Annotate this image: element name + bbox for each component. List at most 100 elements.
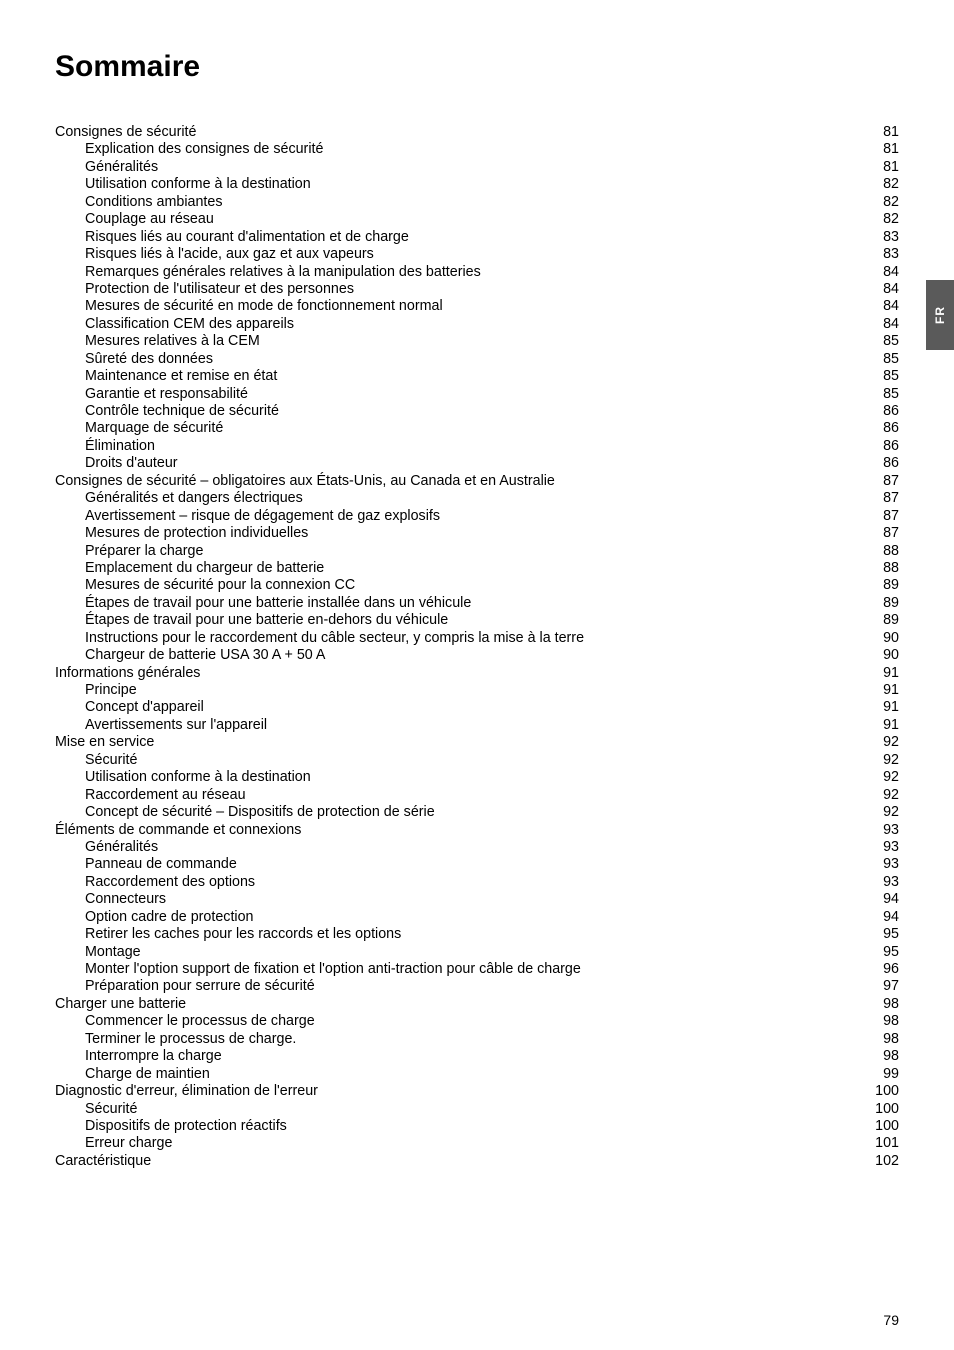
- toc-entry-label: Consignes de sécurité – obligatoires aux…: [55, 473, 555, 490]
- toc-row: Dispositifs de protection réactifs 100: [55, 1118, 899, 1135]
- toc-entry-page: 84: [861, 316, 899, 333]
- toc-entry-label: Mesures relatives à la CEM: [85, 333, 260, 350]
- toc-row: Risques liés au courant d'alimentation e…: [55, 229, 899, 246]
- toc-row: Connecteurs94: [55, 891, 899, 908]
- toc-entry-label: Instructions pour le raccordement du câb…: [85, 630, 584, 647]
- toc-row: Utilisation conforme à la destination 82: [55, 176, 899, 193]
- toc-entry-page: 88: [861, 560, 899, 577]
- toc-row: Protection de l'utilisateur et des perso…: [55, 281, 899, 298]
- toc-entry-label: Dispositifs de protection réactifs: [85, 1118, 287, 1135]
- toc-entry-label: Sécurité: [85, 1101, 137, 1118]
- toc-entry-label: Consignes de sécurité: [55, 124, 196, 141]
- toc-entry-label: Couplage au réseau: [85, 211, 214, 228]
- toc-entry-page: 96: [861, 961, 899, 978]
- toc-entry-page: 85: [861, 386, 899, 403]
- toc-entry-label: Marquage de sécurité: [85, 420, 223, 437]
- toc-entry-label: Charger une batterie: [55, 996, 186, 1013]
- toc-row: Emplacement du chargeur de batterie88: [55, 560, 899, 577]
- toc-entry-label: Explication des consignes de sécurité: [85, 141, 323, 158]
- toc-entry-page: 90: [861, 647, 899, 664]
- toc-entry-page: 89: [861, 577, 899, 594]
- toc-entry-label: Éléments de commande et connexions: [55, 822, 301, 839]
- toc-row: Consignes de sécurité – obligatoires aux…: [55, 473, 899, 490]
- toc-row: Généralités et dangers électriques 87: [55, 490, 899, 507]
- toc-entry-page: 100: [861, 1118, 899, 1135]
- toc-row: Caractéristique102: [55, 1153, 899, 1170]
- toc-entry-page: 92: [861, 804, 899, 821]
- toc-entry-label: Étapes de travail pour une batterie inst…: [85, 595, 471, 612]
- toc-row: Retirer les caches pour les raccords et …: [55, 926, 899, 943]
- toc-entry-page: 98: [861, 1013, 899, 1030]
- toc-row: Diagnostic d'erreur, élimination de l'er…: [55, 1083, 899, 1100]
- toc-entry-label: Préparation pour serrure de sécurité: [85, 978, 315, 995]
- toc-entry-label: Risques liés à l'acide, aux gaz et aux v…: [85, 246, 374, 263]
- toc-entry-page: 97: [861, 978, 899, 995]
- toc-row: Montage95: [55, 944, 899, 961]
- toc-entry-label: Avertissement – risque de dégagement de …: [85, 508, 440, 525]
- toc-entry-label: Utilisation conforme à la destination: [85, 769, 311, 786]
- toc-entry-page: 81: [861, 124, 899, 141]
- toc-row: Principe91: [55, 682, 899, 699]
- toc-row: Élimination 86: [55, 438, 899, 455]
- toc-entry-page: 82: [861, 176, 899, 193]
- toc-row: Éléments de commande et connexions 93: [55, 822, 899, 839]
- toc-entry-page: 87: [861, 490, 899, 507]
- toc-row: Risques liés à l'acide, aux gaz et aux v…: [55, 246, 899, 263]
- toc-row: Marquage de sécurité 86: [55, 420, 899, 437]
- toc-row: Maintenance et remise en état85: [55, 368, 899, 385]
- toc-entry-label: Généralités: [85, 839, 158, 856]
- toc-entry-page: 100: [861, 1101, 899, 1118]
- toc-entry-label: Raccordement des options: [85, 874, 255, 891]
- toc-entry-page: 89: [861, 612, 899, 629]
- toc-entry-label: Conditions ambiantes: [85, 194, 223, 211]
- toc-entry-page: 92: [861, 769, 899, 786]
- toc-entry-page: 82: [861, 211, 899, 228]
- toc-row: Mise en service92: [55, 734, 899, 751]
- toc-entry-page: 84: [861, 281, 899, 298]
- toc-entry-label: Commencer le processus de charge: [85, 1013, 315, 1030]
- toc-entry-page: 82: [861, 194, 899, 211]
- toc-entry-page: 86: [861, 438, 899, 455]
- toc-entry-page: 94: [861, 909, 899, 926]
- toc-entry-page: 92: [861, 752, 899, 769]
- toc-entry-label: Utilisation conforme à la destination: [85, 176, 311, 193]
- toc-entry-label: Élimination: [85, 438, 155, 455]
- toc-entry-page: 98: [861, 1031, 899, 1048]
- toc-entry-label: Risques liés au courant d'alimentation e…: [85, 229, 409, 246]
- toc-entry-label: Principe: [85, 682, 137, 699]
- toc-row: Monter l'option support de fixation et l…: [55, 961, 899, 978]
- toc-entry-page: 86: [861, 403, 899, 420]
- toc-row: Étapes de travail pour une batterie inst…: [55, 595, 899, 612]
- toc-row: Concept d'appareil91: [55, 699, 899, 716]
- toc-entry-label: Raccordement au réseau: [85, 787, 246, 804]
- toc-entry-page: 83: [861, 246, 899, 263]
- toc-entry-label: Concept de sécurité – Dispositifs de pro…: [85, 804, 435, 821]
- table-of-contents: Consignes de sécurité 81 Explication des c…: [55, 124, 899, 1170]
- toc-entry-page: 93: [861, 822, 899, 839]
- toc-entry-label: Informations générales: [55, 665, 200, 682]
- toc-entry-page: 86: [861, 420, 899, 437]
- toc-entry-label: Mesures de sécurité pour la connexion CC: [85, 577, 355, 594]
- toc-entry-label: Montage: [85, 944, 141, 961]
- toc-entry-page: 94: [861, 891, 899, 908]
- toc-row: Panneau de commande93: [55, 856, 899, 873]
- toc-entry-label: Chargeur de batterie USA 30 A + 50 A: [85, 647, 325, 664]
- toc-entry-label: Généralités et dangers électriques: [85, 490, 303, 507]
- toc-entry-page: 100: [861, 1083, 899, 1100]
- toc-entry-label: Erreur charge: [85, 1135, 172, 1152]
- toc-row: Charger une batterie98: [55, 996, 899, 1013]
- toc-entry-page: 91: [861, 717, 899, 734]
- toc-entry-label: Étapes de travail pour une batterie en-d…: [85, 612, 448, 629]
- toc-row: Terminer le processus de charge.98: [55, 1031, 899, 1048]
- toc-entry-label: Sûreté des données: [85, 351, 213, 368]
- toc-entry-page: 93: [861, 856, 899, 873]
- page-number: 79: [883, 1312, 899, 1328]
- toc-row: Mesures relatives à la CEM85: [55, 333, 899, 350]
- toc-entry-label: Mise en service: [55, 734, 154, 751]
- toc-entry-label: Garantie et responsabilité: [85, 386, 248, 403]
- toc-row: Conditions ambiantes 82: [55, 194, 899, 211]
- language-side-tab: FR: [926, 280, 954, 350]
- page-title: Sommaire: [55, 50, 899, 84]
- toc-entry-label: Préparer la charge: [85, 543, 203, 560]
- toc-row: Chargeur de batterie USA 30 A + 50 A 90: [55, 647, 899, 664]
